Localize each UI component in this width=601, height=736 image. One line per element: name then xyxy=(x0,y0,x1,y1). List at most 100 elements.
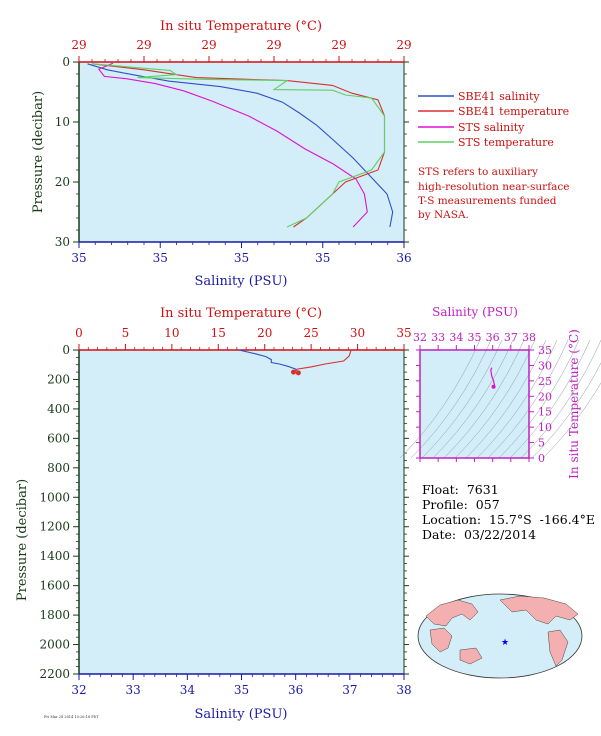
salinity-tick-label: 34 xyxy=(180,683,196,697)
legend-label-sts-temperature: STS temperature xyxy=(458,136,554,149)
salinity-tick-label: 35 xyxy=(71,251,86,265)
temperature-tick-label: 30 xyxy=(350,326,365,340)
inset-temperature-tick-label: 0 xyxy=(538,452,545,465)
temperature-tick-label: 29 xyxy=(266,38,281,52)
pressure-tick-label: 1200 xyxy=(39,520,70,534)
pressure-tick-label: 800 xyxy=(47,461,70,475)
salinity-tick-label: 35 xyxy=(234,683,249,697)
pressure-tick-label: 1600 xyxy=(39,579,70,593)
temperature-tick-label: 29 xyxy=(331,38,346,52)
date: Date: 03/22/2014 xyxy=(422,527,536,542)
sbe41-salinity-line xyxy=(238,349,299,374)
density-contour xyxy=(542,382,601,459)
world-map: ★ xyxy=(417,593,583,679)
temperature-tick-label: 29 xyxy=(396,38,411,52)
bottom-series-lines xyxy=(238,349,352,376)
salinity-tick-label: 35 xyxy=(315,251,330,265)
top-plot-area xyxy=(79,62,404,242)
inset-salinity-tick-label: 34 xyxy=(449,331,463,344)
inset-temperature-tick-label: 30 xyxy=(538,359,552,372)
bottom-axes: 0200400600800100012001400160018002000220… xyxy=(39,326,411,697)
sts-note-line-4: by NASA. xyxy=(418,209,469,221)
inset-temperature-axis-title: In situ Temperature (°C) xyxy=(567,329,581,479)
sts-note-line-2: high-resolution near-surface xyxy=(418,181,569,193)
salinity-tick-label: 33 xyxy=(126,683,141,697)
density-contour xyxy=(509,339,591,459)
density-contour xyxy=(454,339,536,459)
inset-salinity-tick-label: 38 xyxy=(522,331,536,344)
pressure-tick-label: 2000 xyxy=(39,638,70,652)
temperature-tick-label: 25 xyxy=(304,326,319,340)
top-pressure-axis-title: Pressure (decibar) xyxy=(31,91,46,213)
temperature-tick-label: 5 xyxy=(122,326,130,340)
inset-temperature-tick-label: 35 xyxy=(538,344,552,357)
pressure-tick-label: 2200 xyxy=(39,667,70,681)
bottom-temperature-axis-title: In situ Temperature (°C) xyxy=(160,306,322,321)
map-land-north xyxy=(425,595,579,627)
inset-salinity-tick-label: 36 xyxy=(486,331,500,344)
temperature-tick-label: 35 xyxy=(396,326,411,340)
location: Location: 15.7°S -166.4°E xyxy=(422,512,595,527)
density-contour xyxy=(399,339,481,459)
timestamp-stamp: Fri Mar 28 2014 10:26:18 PDT xyxy=(44,715,99,719)
inset-temperature-tick-label: 5 xyxy=(538,437,545,450)
inset-salinity-axis-title: Salinity (PSU) xyxy=(432,305,518,319)
inset-temperature-tick-label: 15 xyxy=(538,406,552,419)
pressure-tick-label: 1400 xyxy=(39,549,70,563)
sbe41-temperature-line xyxy=(293,349,352,373)
float-id: Float: 7631 xyxy=(422,482,499,497)
pressure-tick-label: 400 xyxy=(47,402,70,416)
pressure-tick-label: 600 xyxy=(47,431,70,445)
salinity-tick-label: 38 xyxy=(396,683,411,697)
inset-salinity-tick-label: 37 xyxy=(504,331,518,344)
top-salinity-axis-title: Salinity (PSU) xyxy=(195,274,288,289)
temperature-tick-label: 29 xyxy=(201,38,216,52)
salinity-end-marker xyxy=(295,370,301,376)
pressure-tick-label: 20 xyxy=(55,175,70,189)
inset-salinity-tick-label: 35 xyxy=(468,331,482,344)
inset-density-contours xyxy=(399,339,601,459)
pressure-tick-label: 200 xyxy=(47,372,70,386)
sts-note-line-1: STS refers to auxiliary xyxy=(418,166,538,178)
sts-note-line-3: T-S measurements funded xyxy=(418,195,557,207)
pressure-tick-label: 1000 xyxy=(39,490,70,504)
inset-plot-area xyxy=(420,350,529,458)
inset-temperature-tick-label: 10 xyxy=(538,421,552,434)
density-contour xyxy=(498,339,580,459)
density-contour xyxy=(465,339,547,459)
legend-label-sbe41-temperature: SBE41 temperature xyxy=(458,105,569,118)
legend-label-sbe41-salinity: SBE41 salinity xyxy=(458,90,540,103)
float-info: Float: 7631 Profile: 057 Location: 15.7°… xyxy=(422,482,595,542)
temperature-end-marker xyxy=(291,369,296,375)
salinity-tick-label: 36 xyxy=(396,251,411,265)
bottom-salinity-axis-title: Salinity (PSU) xyxy=(195,707,288,722)
temperature-tick-label: 20 xyxy=(257,326,272,340)
temperature-tick-label: 29 xyxy=(71,38,86,52)
density-contour xyxy=(476,339,558,459)
inset-salinity-tick-label: 32 xyxy=(413,331,427,344)
bottom-pressure-axis-title: Pressure (decibar) xyxy=(15,479,30,601)
inset-temperature-tick-label: 20 xyxy=(538,390,552,403)
map-land-south xyxy=(429,627,569,667)
top-temperature-axis-title: In situ Temperature (°C) xyxy=(160,19,322,34)
ts-end-marker xyxy=(491,384,496,389)
density-contour xyxy=(531,362,601,459)
salinity-tick-label: 36 xyxy=(288,683,303,697)
density-contour xyxy=(520,339,601,459)
float-location-marker: ★ xyxy=(501,638,509,648)
pressure-tick-label: 0 xyxy=(62,55,70,69)
top-series-lines xyxy=(87,62,394,228)
density-contour xyxy=(410,339,492,459)
sts-salinity-line xyxy=(97,62,368,228)
temperature-tick-label: 0 xyxy=(75,326,83,340)
profile-number: Profile: 057 xyxy=(422,497,500,512)
density-contour xyxy=(443,339,525,459)
pressure-tick-label: 0 xyxy=(62,343,70,357)
inset-temperature-tick-label: 25 xyxy=(538,375,552,388)
salinity-tick-label: 35 xyxy=(234,251,249,265)
bottom-plot-area xyxy=(79,350,404,674)
inset-salinity-tick-label: 33 xyxy=(431,331,445,344)
